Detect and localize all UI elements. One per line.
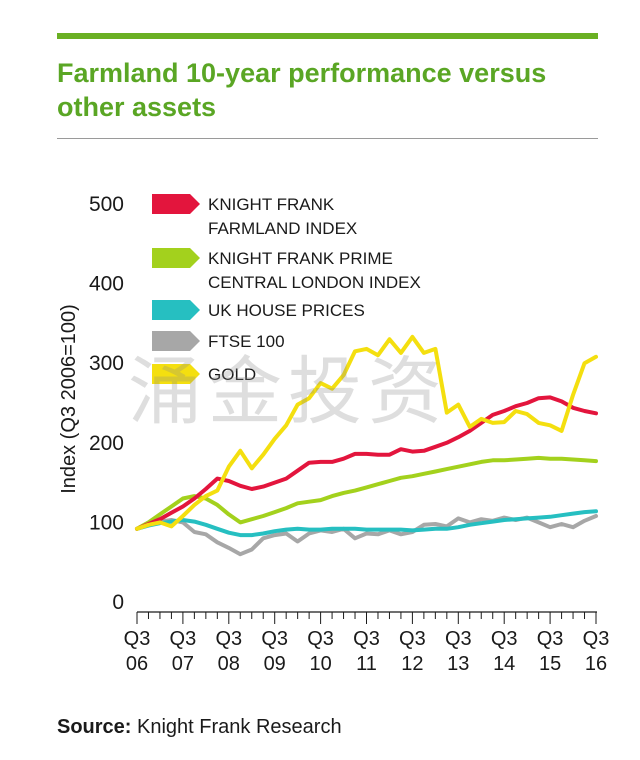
- legend-swatch: [152, 331, 200, 351]
- source-note: Source: Knight Frank Research: [57, 716, 342, 739]
- y-tick-label: 100: [89, 511, 124, 534]
- legend-label: CENTRAL LONDON INDEX: [208, 273, 421, 292]
- x-tick-label-bottom: 08: [218, 653, 240, 675]
- x-tick-label-top: Q3: [124, 628, 151, 650]
- x-tick-label-bottom: 07: [172, 653, 194, 675]
- x-tick-label-top: Q3: [170, 628, 197, 650]
- legend-swatch: [152, 364, 200, 384]
- legend-swatch: [152, 194, 200, 214]
- y-tick-label: 0: [112, 591, 124, 614]
- y-axis-label: Index (Q3 2006=100): [58, 304, 80, 494]
- legend-label: UK HOUSE PRICES: [208, 301, 365, 320]
- series-line-farmland: [135, 395, 598, 531]
- source-label: Source:: [57, 716, 132, 738]
- legend-label: FARMLAND INDEX: [208, 219, 357, 238]
- x-tick-label-top: Q3: [583, 628, 610, 650]
- y-tick-label: 500: [89, 193, 124, 216]
- x-tick-label-bottom: 16: [585, 653, 607, 675]
- x-tick-label-bottom: 06: [126, 653, 148, 675]
- x-tick-label-top: Q3: [261, 628, 288, 650]
- watermark: 涌金投资: [128, 349, 448, 435]
- y-axis: 0 100 200 300 400 500: [89, 193, 124, 614]
- legend-swatch: [152, 248, 200, 268]
- series-line-uk-house: [135, 509, 598, 538]
- top-accent-rule: [57, 33, 598, 39]
- source-text: Knight Frank Research: [131, 716, 342, 738]
- x-tick-label-bottom: 11: [356, 653, 377, 675]
- x-tick-label-top: Q3: [307, 628, 334, 650]
- x-tick-label-bottom: 13: [447, 653, 469, 675]
- legend-swatch: [152, 300, 200, 320]
- x-tick-label-top: Q3: [215, 628, 242, 650]
- series-line-ftse: [135, 514, 598, 557]
- x-tick-label-bottom: 15: [539, 653, 561, 675]
- legend-label: KNIGHT FRANK: [208, 195, 335, 214]
- legend: KNIGHT FRANK FARMLAND INDEX KNIGHT FRANK P…: [152, 194, 421, 384]
- x-tick-label-bottom: 10: [309, 653, 331, 675]
- y-tick-label: 200: [89, 432, 124, 455]
- x-tick-label-top: Q3: [491, 628, 518, 650]
- legend-label: KNIGHT FRANK PRIME: [208, 249, 393, 268]
- x-tick-label-bottom: 09: [264, 653, 286, 675]
- chart-title: Farmland 10-year performance versus othe…: [57, 58, 547, 122]
- y-tick-label: 400: [89, 273, 124, 296]
- x-tick-label-bottom: 12: [401, 653, 423, 675]
- series-line-gold: [135, 334, 598, 531]
- y-tick-label: 300: [89, 352, 124, 375]
- title-divider: [57, 138, 598, 139]
- x-tick-label-top: Q3: [445, 628, 472, 650]
- x-tick-label-top: Q3: [537, 628, 564, 650]
- series-lines: [135, 334, 598, 557]
- x-axis: Q3 06 Q3 07 Q3 08 Q3 09 Q3 10 Q3 11 Q3 12 Q3 13 Q3 14 Q3 15…: [124, 611, 610, 675]
- x-tick-label-top: Q3: [353, 628, 380, 650]
- series-line-prime-london: [135, 455, 598, 531]
- x-tick-label-bottom: 14: [493, 653, 515, 675]
- legend-label: GOLD: [208, 365, 256, 384]
- x-tick-label-top: Q3: [399, 628, 426, 650]
- legend-label: FTSE 100: [208, 332, 285, 351]
